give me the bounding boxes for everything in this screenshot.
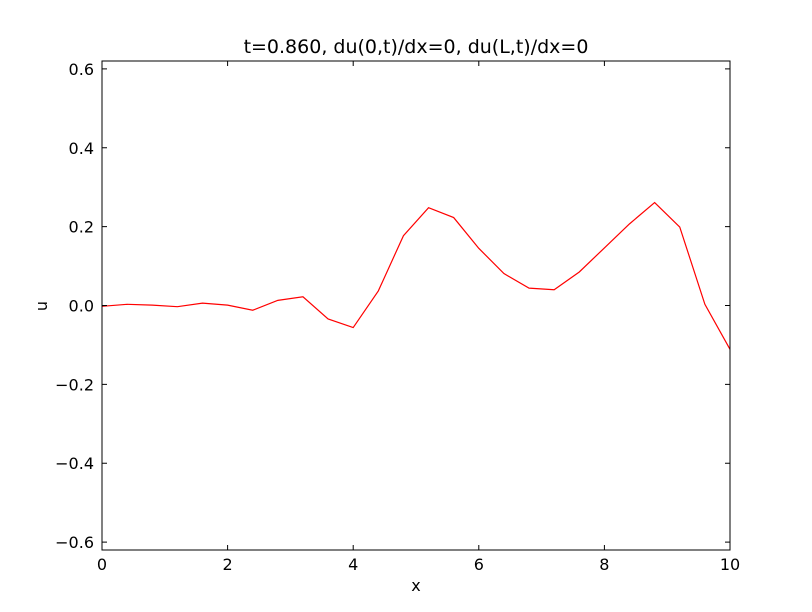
plot-frame — [101, 60, 731, 551]
series-line-0 — [101, 201, 731, 350]
y-tick-label: −0.4 — [55, 454, 94, 473]
y-tick-label: 0.0 — [69, 297, 94, 316]
x-tick-label: 10 — [720, 555, 740, 574]
x-axis-label: x — [411, 576, 420, 595]
y-tick-label: −0.6 — [55, 533, 94, 552]
x-tick-label: 4 — [348, 555, 358, 574]
y-axis-label: u — [32, 301, 51, 311]
y-tick-label: 0.4 — [69, 139, 94, 158]
x-tick-label: 8 — [599, 555, 609, 574]
chart-title: t=0.860, du(0,t)/dx=0, du(L,t)/dx=0 — [244, 36, 589, 58]
y-tick-label: 0.6 — [69, 60, 94, 79]
plot-area — [101, 201, 731, 350]
x-tick-label: 6 — [474, 555, 484, 574]
y-tick-label: −0.2 — [55, 375, 94, 394]
x-tick-label: 2 — [223, 555, 233, 574]
axis-ticks: 0 2 4 6 8 10 −0.6 −0.4 −0.2 0.0 0.2 0.4 0.6 — [55, 60, 740, 574]
y-tick-label: 0.2 — [69, 218, 94, 237]
x-tick-label: 0 — [97, 555, 107, 574]
